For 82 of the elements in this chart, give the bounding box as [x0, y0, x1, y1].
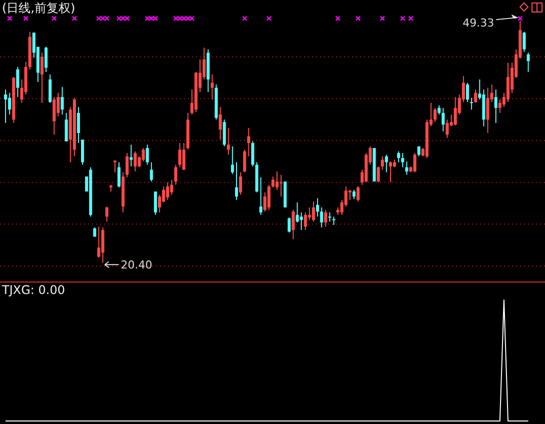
candlestick	[146, 144, 149, 166]
candlestick	[442, 107, 445, 132]
candlestick	[494, 88, 498, 124]
candlestick	[446, 119, 449, 138]
candlestick	[438, 104, 441, 116]
candlestick	[210, 74, 214, 100]
candlestick	[506, 62, 510, 103]
candlestick	[130, 144, 133, 167]
candlestick	[271, 176, 274, 188]
candlestick	[218, 106, 222, 140]
candlestick	[166, 182, 170, 200]
candlestick	[466, 82, 470, 103]
candlestick	[312, 201, 316, 222]
candlestick	[60, 86, 64, 116]
candlestick	[405, 160, 408, 176]
candlestick	[251, 140, 254, 167]
candlestick	[76, 106, 80, 144]
candlestick	[401, 152, 404, 168]
candlestick	[4, 88, 8, 124]
candlestick	[154, 191, 157, 216]
candlestick	[243, 149, 246, 173]
candlestick	[259, 176, 262, 216]
candlestick	[280, 174, 283, 198]
candlestick	[486, 87, 490, 134]
candlestick	[296, 202, 299, 223]
candlestick	[316, 198, 320, 218]
candlestick	[522, 31, 526, 52]
candlestick	[44, 46, 48, 72]
candlestick	[388, 160, 392, 183]
candlestick	[267, 184, 270, 210]
candlestick	[380, 156, 384, 170]
candlestick	[304, 212, 307, 230]
candlestick	[324, 209, 328, 228]
candlestick	[384, 154, 388, 173]
candlestick	[239, 172, 242, 196]
candlestick	[413, 152, 416, 173]
candlestick	[16, 66, 20, 98]
candlestick	[454, 96, 457, 126]
candlestick	[434, 107, 437, 123]
candlestick	[126, 152, 129, 178]
chart-title: TJXG: 0.00	[1, 283, 65, 297]
candlestick	[64, 112, 68, 142]
candlestick	[300, 212, 303, 230]
candlestick	[234, 162, 238, 200]
candlestick	[134, 150, 137, 172]
candlestick	[352, 189, 356, 200]
candlestick	[276, 170, 279, 190]
candlestick	[397, 150, 400, 163]
candlestick	[332, 216, 336, 226]
annotation: 20.40	[120, 258, 152, 272]
candlestick	[320, 206, 324, 228]
candlestick	[150, 162, 153, 182]
candlestick	[292, 209, 295, 240]
candlestick	[105, 206, 108, 222]
candlestick	[288, 216, 291, 233]
candlestick	[526, 52, 530, 72]
candlestick	[158, 194, 162, 213]
candlestick	[470, 97, 474, 110]
candlestick	[226, 127, 230, 156]
candlestick	[230, 146, 234, 174]
candlestick	[356, 186, 360, 202]
candlestick	[474, 88, 478, 104]
candlestick	[174, 164, 178, 186]
candlestick	[113, 160, 116, 173]
candlestick	[178, 142, 182, 168]
candlestick	[97, 226, 100, 258]
candlestick	[328, 212, 332, 222]
candlestick	[376, 166, 380, 183]
candlestick	[117, 162, 121, 188]
candlestick	[48, 74, 52, 104]
chart-title: (日线,前复权)	[2, 1, 76, 15]
candlestick	[222, 119, 226, 147]
candlestick	[101, 226, 104, 264]
candlestick	[182, 142, 186, 170]
candlestick	[8, 92, 12, 116]
annotation: 49.33	[462, 16, 494, 30]
candlestick	[247, 127, 250, 157]
candlestick	[170, 179, 174, 196]
candlestick	[40, 52, 44, 104]
candlestick	[498, 99, 502, 114]
candlestick	[52, 96, 56, 136]
candlestick	[81, 139, 84, 166]
